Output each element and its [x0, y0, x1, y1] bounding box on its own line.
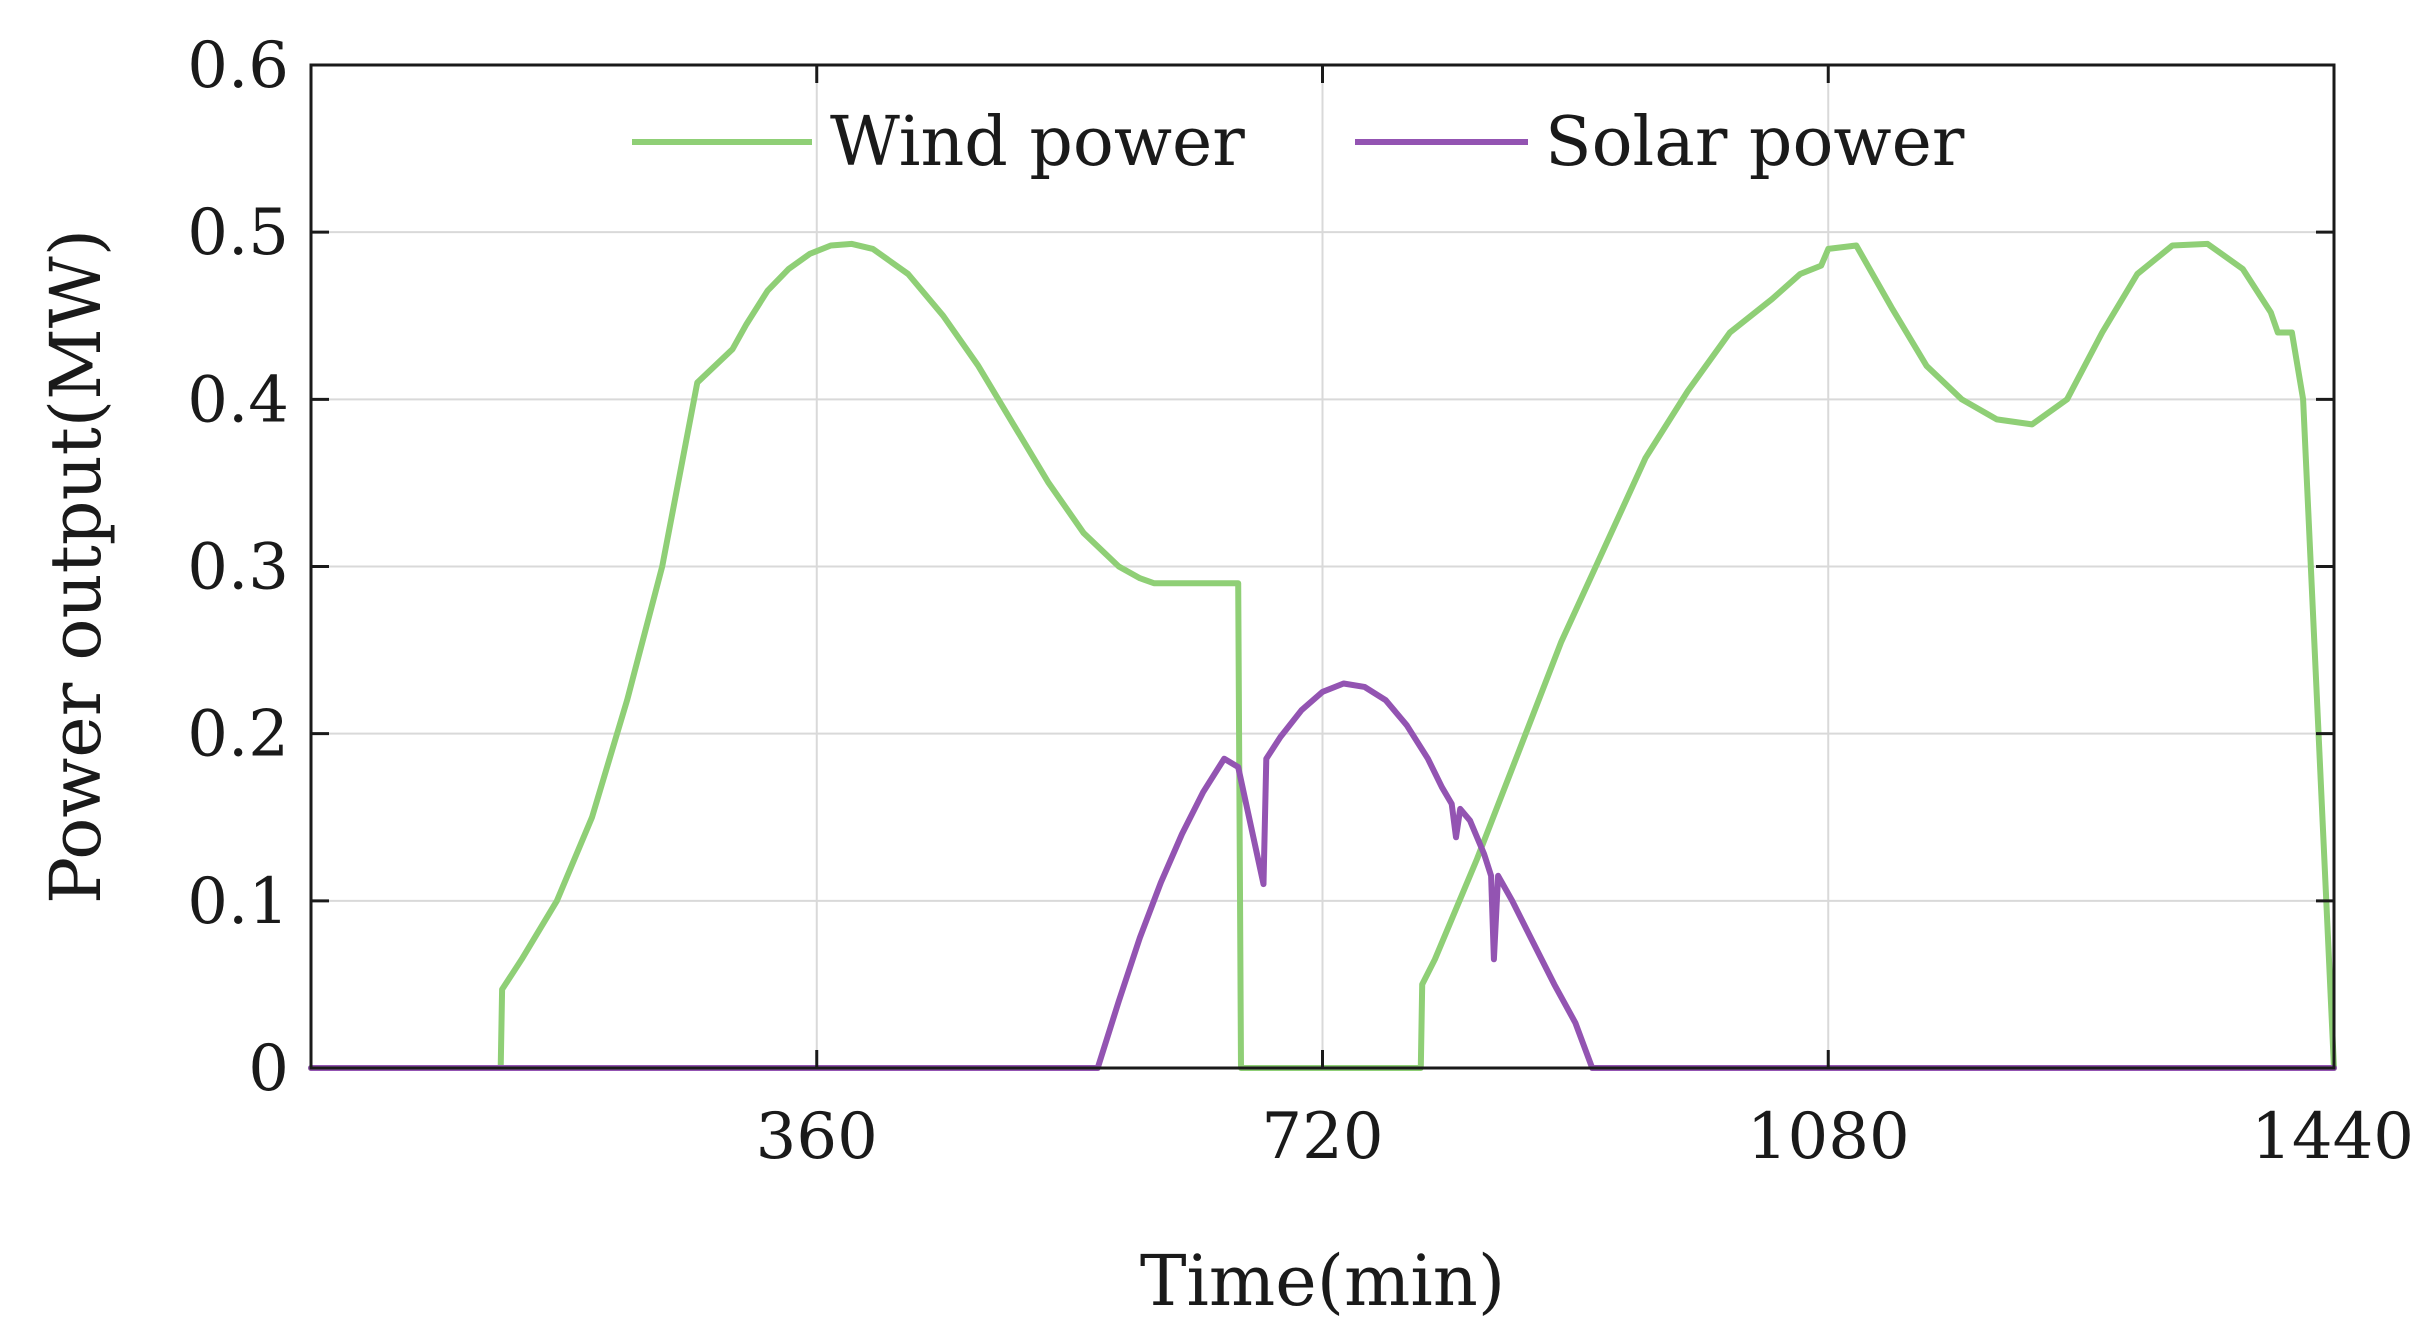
y-tick-labels: 0 0.1 0.2 0.3 0.4 0.5 0.6: [187, 29, 289, 1106]
x-tick-label: 720: [1261, 1100, 1383, 1174]
x-tick-label: 1440: [2251, 1100, 2414, 1174]
y-tick-label: 0.3: [187, 531, 289, 605]
series-line-solar: [308, 680, 2337, 1071]
y-tick-label: 0: [248, 1032, 289, 1106]
legend: Wind power Solar power: [632, 103, 1965, 182]
gridlines: [311, 65, 2334, 1068]
y-tick-label: 0.2: [187, 698, 289, 772]
y-axis-title: Power output(MW): [35, 229, 117, 904]
x-tick-labels: 360 720 1080 1440: [756, 1100, 2414, 1174]
legend-solar-label: Solar power: [1545, 103, 1965, 182]
x-tick-label: 360: [756, 1100, 878, 1174]
legend-wind-label: Wind power: [830, 103, 1245, 182]
y-tick-label: 0.1: [187, 865, 289, 939]
y-tick-label: 0.5: [187, 196, 289, 270]
tick-marks: [311, 63, 2336, 1070]
x-tick-label: 1080: [1747, 1100, 1910, 1174]
y-tick-label: 0.6: [187, 29, 289, 103]
y-tick-label: 0.4: [187, 363, 289, 437]
x-axis-title: Time(min): [1140, 1240, 1505, 1322]
